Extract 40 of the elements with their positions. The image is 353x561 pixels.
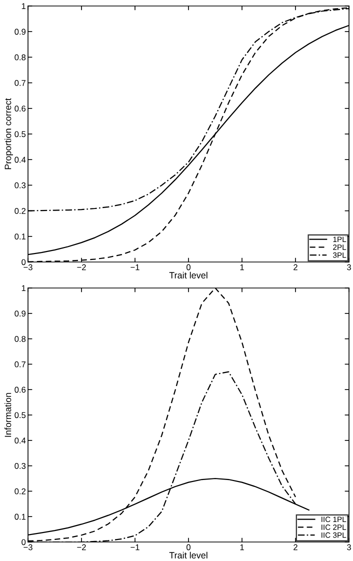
y-tick-label: 0.3: [14, 182, 26, 188]
x-tick-label: −3: [24, 264, 32, 270]
x-tick-label: −1: [130, 544, 140, 550]
x-tick-label: 3: [347, 264, 351, 270]
y-tick-label: 1: [22, 285, 26, 292]
y-tick-label: 0.6: [14, 386, 26, 393]
x-tick-label: 1: [240, 264, 244, 270]
x-axis-title: Trait level: [169, 552, 208, 558]
y-tick-label: 0.5: [14, 131, 26, 138]
y-tick-label: 0.8: [14, 54, 26, 60]
y-tick-label: 1: [22, 3, 26, 10]
x-tick-label: −2: [77, 264, 86, 270]
x-tick-label: 2: [294, 264, 298, 270]
x-tick-label: 2: [294, 544, 298, 550]
x-tick-label: 0: [186, 264, 190, 270]
y-tick-label: 0.9: [14, 28, 26, 35]
x-tick-label: −2: [77, 544, 86, 550]
y-tick-label: 0.1: [14, 234, 26, 240]
y-tick-label: 0.4: [14, 156, 26, 163]
y-tick-label: 0.5: [14, 412, 26, 418]
y-tick-label: 0.6: [14, 106, 26, 112]
x-tick-label: 1: [240, 544, 244, 550]
y-tick-label: 0.2: [14, 488, 26, 494]
y-axis-title: Proportion correct: [4, 98, 13, 170]
y-tick-label: 0.2: [14, 208, 26, 214]
x-tick-label: 3: [347, 544, 351, 550]
y-tick-label: 0.1: [14, 514, 26, 520]
y-tick-label: 0.9: [14, 310, 26, 316]
y-tick-label: 0.4: [14, 438, 26, 444]
x-axis-title: Trait level: [169, 272, 208, 278]
x-tick-label: −1: [130, 264, 140, 270]
x-tick-label: 0: [186, 544, 190, 550]
y-tick-label: 0: [22, 539, 26, 546]
y-tick-label: 0.7: [14, 361, 26, 368]
x-tick-label: −3: [24, 544, 32, 550]
y-axis-title: Information: [4, 393, 12, 437]
y-tick-label: 0.3: [14, 463, 26, 469]
y-tick-label: 0.7: [14, 80, 26, 86]
y-tick-label: 0: [22, 259, 26, 266]
y-tick-label: 0.8: [14, 336, 26, 342]
